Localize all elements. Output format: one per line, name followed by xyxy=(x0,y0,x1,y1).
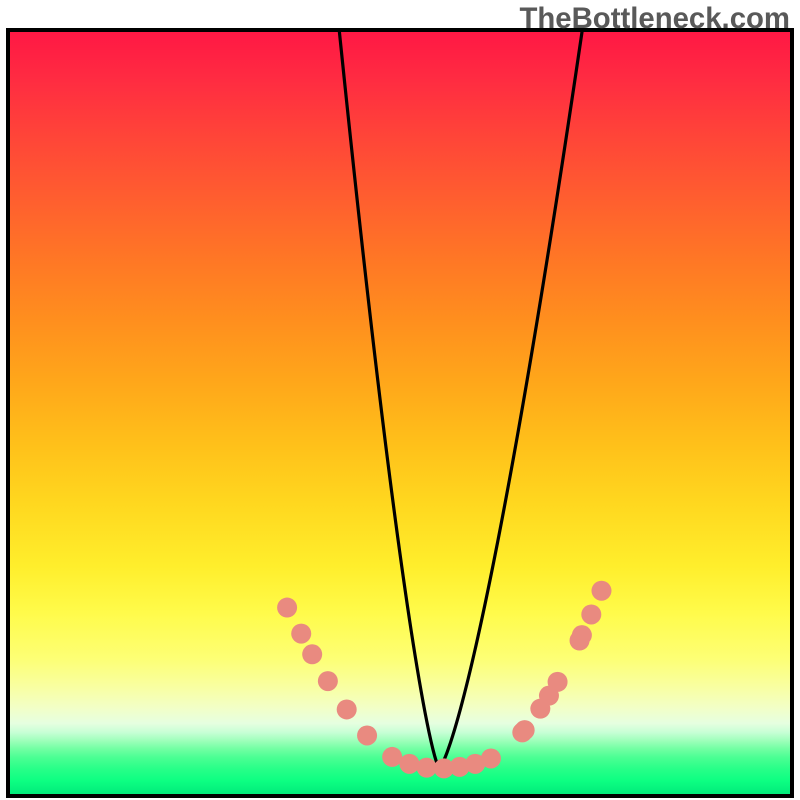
marker-bottom xyxy=(481,748,501,768)
marker-left xyxy=(337,699,357,719)
marker-left xyxy=(302,644,322,664)
watermark-text: TheBottleneck.com xyxy=(519,4,790,33)
marker-right xyxy=(572,625,592,645)
bottleneck-chart: TheBottleneck.com xyxy=(0,0,800,800)
chart-canvas xyxy=(0,0,800,800)
marker-left xyxy=(318,671,338,691)
marker-right xyxy=(515,720,535,740)
marker-right xyxy=(581,604,601,624)
marker-bottom xyxy=(399,754,419,774)
marker-bottom xyxy=(417,758,437,778)
marker-bottom xyxy=(382,747,402,767)
marker-left xyxy=(277,598,297,618)
marker-right xyxy=(591,581,611,601)
marker-left xyxy=(357,725,377,745)
marker-right xyxy=(548,672,568,692)
marker-left xyxy=(291,624,311,644)
